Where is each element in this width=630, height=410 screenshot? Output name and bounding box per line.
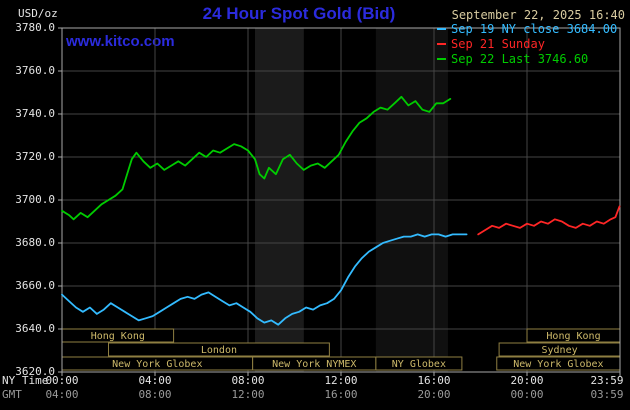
market-session-label: New York Globex bbox=[112, 359, 202, 370]
legend-dash-icon bbox=[437, 57, 446, 60]
plot-frame bbox=[61, 27, 621, 373]
legend-item-label: Sep 19 NY close 3684.00 bbox=[451, 21, 618, 36]
market-session-label: New York NYMEX bbox=[272, 359, 356, 370]
y-tick-label: 3700.0 bbox=[15, 193, 55, 206]
legend-item-sep19: Sep 19 NY close 3684.00 bbox=[437, 21, 617, 36]
x-tick-label-gmt: 08:00 bbox=[138, 388, 172, 401]
datetime-label: September 22, 2025 16:40 bbox=[451, 8, 625, 22]
y-tick-label: 3680.0 bbox=[15, 236, 55, 249]
price-line-sep22 bbox=[61, 95, 452, 221]
market-session-box bbox=[375, 356, 463, 371]
x-tick-label-gmt: 12:00 bbox=[231, 388, 265, 401]
kitco-link[interactable]: www.kitco.com bbox=[66, 33, 175, 50]
y-tick-label: 3740.0 bbox=[15, 107, 55, 120]
y-tick-label: 3660.0 bbox=[15, 279, 55, 292]
market-session-box bbox=[108, 342, 330, 357]
market-session-label: Hong Kong bbox=[546, 331, 600, 342]
legend-dash-icon bbox=[437, 42, 446, 45]
y-tick-label: 3760.0 bbox=[15, 64, 55, 77]
x-tick-label-gmt: 20:00 bbox=[417, 388, 451, 401]
y-tick-label: 3640.0 bbox=[15, 322, 55, 335]
market-session-label: Hong Kong bbox=[91, 331, 145, 342]
x-tick-label-gmt: 03:59 bbox=[590, 388, 624, 401]
x-tick-label-ny: 12:00 bbox=[324, 374, 358, 387]
x-axis-row-label-ny-time: NY Time bbox=[2, 374, 49, 387]
x-axis-row-label-gmt: GMT bbox=[2, 388, 22, 401]
market-session-label: NY Globex bbox=[392, 359, 446, 370]
x-tick-label-ny: 16:00 bbox=[417, 374, 451, 387]
legend-dash-icon bbox=[437, 27, 446, 30]
x-tick-label-ny: 20:00 bbox=[510, 374, 544, 387]
market-session-label: New York Globex bbox=[513, 359, 603, 370]
x-tick-label-ny: 08:00 bbox=[231, 374, 265, 387]
x-tick-label-ny: 04:00 bbox=[138, 374, 172, 387]
x-tick-label-gmt: 00:00 bbox=[510, 388, 544, 401]
legend: Sep 19 NY close 3684.00 Sep 21 Sunday Se… bbox=[437, 21, 617, 66]
y-tick-label: 3620.0 bbox=[15, 365, 55, 378]
legend-item-sep21: Sep 21 Sunday bbox=[437, 36, 617, 51]
x-tick-label-gmt: 04:00 bbox=[45, 388, 79, 401]
y-tick-label: 3720.0 bbox=[15, 150, 55, 163]
x-tick-label-ny: 23:59 bbox=[590, 374, 624, 387]
price-line-sep19 bbox=[61, 233, 468, 326]
y-axis-unit-label: USD/oz bbox=[18, 7, 58, 20]
x-tick-label-gmt: 16:00 bbox=[324, 388, 358, 401]
market-session-label: Sydney bbox=[541, 345, 577, 356]
legend-item-sep22: Sep 22 Last 3746.60 bbox=[437, 51, 617, 66]
legend-item-label: Sep 22 Last 3746.60 bbox=[451, 51, 589, 66]
price-line-sep21 bbox=[477, 205, 621, 236]
x-tick-label-ny: 00:00 bbox=[45, 374, 79, 387]
y-tick-label: 3780.0 bbox=[15, 21, 55, 34]
chart-title: 24 Hour Spot Gold (Bid) bbox=[202, 4, 396, 23]
legend-item-label: Sep 21 Sunday bbox=[451, 36, 545, 51]
market-session-label: London bbox=[201, 345, 237, 356]
